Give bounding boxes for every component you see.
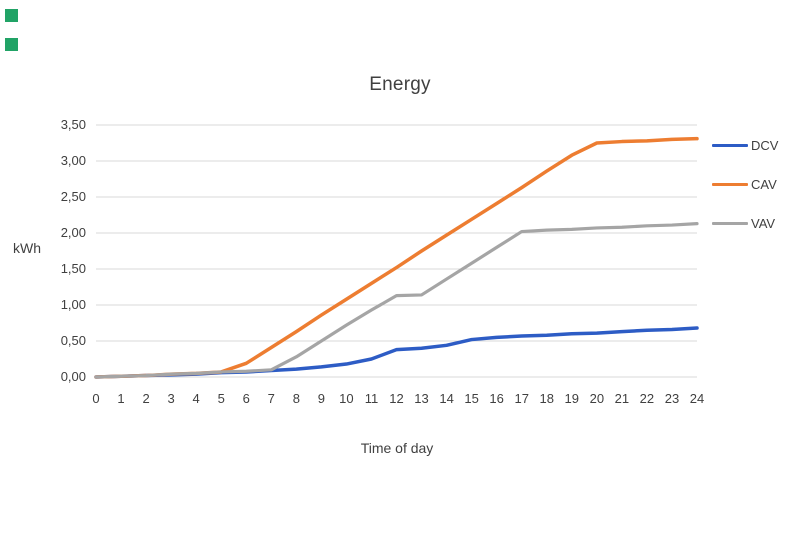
x-tick-label: 19: [564, 391, 580, 406]
x-tick-label: 3: [167, 391, 175, 406]
x-tick-label: 0: [92, 391, 100, 406]
y-tick-label: 1,50: [60, 261, 86, 276]
x-tick-label: 6: [242, 391, 250, 406]
legend-label-vav: VAV: [751, 215, 776, 231]
x-tick-label: 1: [117, 391, 125, 406]
x-tick-label: 10: [339, 391, 354, 406]
x-tick-label: 7: [267, 391, 275, 406]
x-tick-label: 13: [414, 391, 429, 406]
x-tick-label: 4: [192, 391, 200, 406]
y-tick-label: 0,50: [60, 333, 86, 348]
x-tick-label: 9: [317, 391, 325, 406]
y-tick-label: 3,50: [60, 117, 86, 132]
x-tick-label: 24: [689, 391, 705, 406]
y-tick-label: 3,00: [60, 153, 86, 168]
y-tick-label: 2,50: [60, 189, 86, 204]
x-axis-title: Time of day: [360, 440, 434, 456]
green-square-marker-1: [5, 9, 18, 22]
y-axis-title: kWh: [13, 240, 41, 256]
cav-line-swatch: [712, 182, 748, 186]
green-square-marker-2: [5, 38, 18, 51]
x-tick-label: 22: [639, 391, 655, 406]
x-tick-label: 11: [364, 391, 379, 406]
x-tick-label: 5: [217, 391, 225, 406]
chart-title: Energy: [369, 74, 431, 95]
legend-item-dcv: DCV: [712, 137, 778, 153]
x-tick-label: 17: [514, 391, 529, 406]
series-line-vav: [94, 222, 699, 379]
vav-line-swatch: [712, 221, 748, 225]
legend-item-vav: VAV: [712, 215, 778, 231]
y-tick-label: 0,00: [60, 369, 86, 384]
x-tick-label: 21: [614, 391, 630, 406]
x-tick-label: 8: [292, 391, 300, 406]
legend-label-cav: CAV: [751, 176, 777, 192]
y-tick-label: 2,00: [60, 225, 86, 240]
x-tick-label: 18: [539, 391, 554, 406]
y-tick-label: 1,00: [60, 297, 86, 312]
chart-legend: DCV CAV VAV: [712, 137, 778, 231]
x-tick-label: 2: [142, 391, 150, 406]
x-tick-label: 16: [489, 391, 504, 406]
dcv-line-swatch: [712, 143, 748, 147]
x-tick-label: 15: [464, 391, 479, 406]
x-tick-label: 12: [389, 391, 404, 406]
x-tick-label: 14: [439, 391, 454, 406]
series-line-dcv: [94, 326, 699, 379]
x-tick-label: 23: [664, 391, 680, 406]
legend-label-dcv: DCV: [751, 137, 779, 153]
x-tick-label: 20: [589, 391, 605, 406]
legend-item-cav: CAV: [712, 176, 778, 192]
